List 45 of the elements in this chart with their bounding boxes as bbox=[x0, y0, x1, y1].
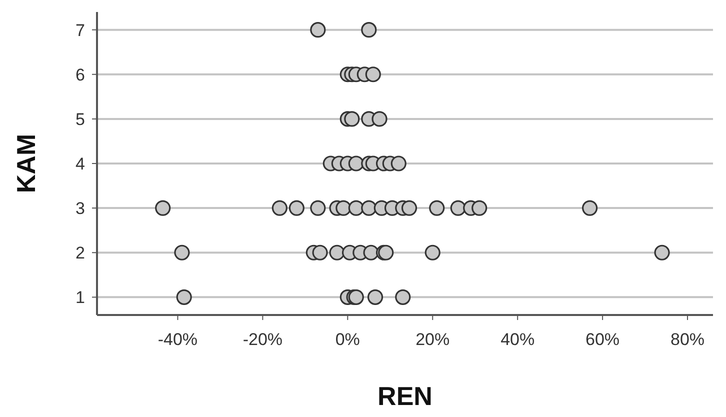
y-tick-label: 3 bbox=[76, 199, 85, 218]
point bbox=[424, 244, 440, 260]
point bbox=[176, 289, 192, 305]
point bbox=[372, 111, 388, 127]
x-tick-label: 0% bbox=[335, 330, 360, 349]
point bbox=[472, 200, 488, 216]
point bbox=[361, 200, 377, 216]
point bbox=[654, 244, 670, 260]
x-tick-label: 80% bbox=[670, 330, 705, 349]
x-tick-label: -40% bbox=[158, 330, 198, 349]
x-tick-label: 20% bbox=[416, 330, 450, 349]
point bbox=[363, 244, 379, 260]
point bbox=[429, 200, 445, 216]
y-tick-label: 1 bbox=[76, 288, 85, 308]
y-tick-label: 2 bbox=[76, 244, 85, 263]
point bbox=[367, 289, 384, 305]
point bbox=[582, 200, 598, 216]
point bbox=[378, 244, 394, 260]
x-tick-label: -20% bbox=[242, 330, 283, 349]
point bbox=[450, 200, 466, 216]
point bbox=[272, 200, 288, 216]
point bbox=[329, 244, 345, 260]
point bbox=[395, 289, 411, 305]
y-tick-label: 5 bbox=[76, 110, 85, 129]
point bbox=[310, 22, 326, 38]
point bbox=[155, 200, 171, 216]
y-tick-label: 4 bbox=[76, 154, 85, 174]
point bbox=[344, 111, 360, 127]
point bbox=[361, 22, 377, 38]
point bbox=[365, 66, 381, 82]
point bbox=[390, 156, 406, 172]
point bbox=[348, 200, 364, 216]
point bbox=[336, 200, 352, 216]
x-axis-title: REN bbox=[378, 381, 432, 411]
point bbox=[401, 200, 418, 216]
point bbox=[312, 244, 328, 260]
x-tick-label: 40% bbox=[500, 330, 535, 349]
x-tick-label: 60% bbox=[586, 330, 620, 349]
point bbox=[310, 200, 326, 216]
y-tick-label: 6 bbox=[76, 65, 85, 84]
point bbox=[174, 244, 190, 260]
y-axis-title: KAM bbox=[11, 134, 41, 194]
y-tick-label: 7 bbox=[76, 20, 85, 40]
point bbox=[348, 156, 364, 172]
point bbox=[288, 200, 304, 216]
